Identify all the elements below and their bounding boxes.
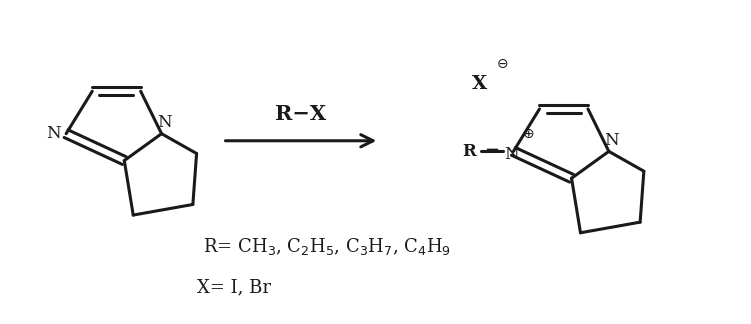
Text: X= I, Br: X= I, Br [197, 278, 271, 296]
Text: N: N [605, 132, 619, 149]
Text: −: − [484, 141, 499, 159]
Text: R−X: R−X [276, 104, 327, 124]
Text: $\ominus$: $\ominus$ [496, 57, 508, 71]
Text: R: R [463, 143, 476, 160]
Text: R= CH$_3$, C$_2$H$_5$, C$_3$H$_7$, C$_4$H$_9$: R= CH$_3$, C$_2$H$_5$, C$_3$H$_7$, C$_4$… [203, 237, 451, 258]
Text: X: X [472, 75, 487, 93]
Text: N: N [505, 146, 519, 163]
Text: $\oplus$: $\oplus$ [522, 127, 535, 141]
Text: N: N [46, 125, 61, 142]
Text: N: N [157, 114, 172, 131]
